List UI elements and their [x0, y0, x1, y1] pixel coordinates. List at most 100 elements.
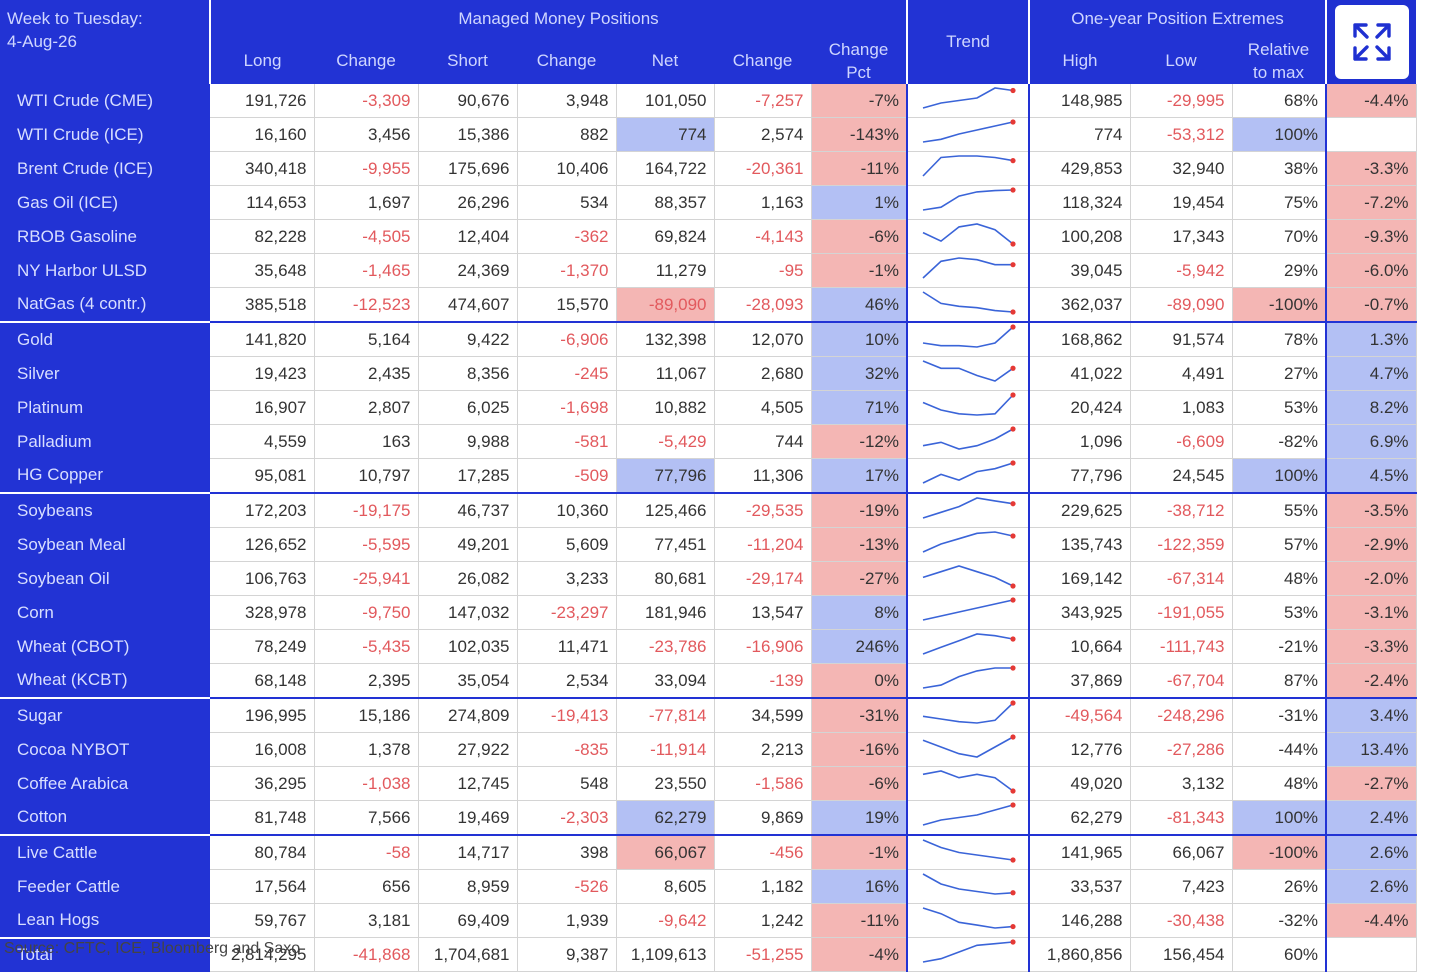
trend-line	[922, 907, 1014, 929]
week-header: Week to Tuesday: 4-Aug-26	[0, 0, 211, 84]
long-cell: 81,748	[210, 800, 315, 836]
change-pct-cell: 19%	[811, 800, 908, 836]
long-cell: 172,203	[210, 492, 315, 528]
trend-cell	[907, 903, 1030, 938]
change-short-cell: -581	[517, 424, 617, 459]
trend-last-point	[1010, 583, 1016, 589]
trend-cell	[907, 937, 1030, 972]
change-short-cell: -1,698	[517, 390, 617, 425]
short-cell: 26,082	[418, 561, 518, 596]
short-cell: 19,469	[418, 800, 518, 836]
trend-cell	[907, 458, 1030, 494]
change-pct-cell: -16%	[811, 732, 908, 767]
trend-cell	[907, 356, 1030, 391]
high-cell: 118,324	[1029, 185, 1131, 220]
relative-cell: 100%	[1232, 117, 1328, 152]
net-cell: 66,067	[616, 834, 715, 870]
high-cell: 100,208	[1029, 219, 1131, 254]
trend-last-point	[1010, 426, 1016, 432]
trend-sparkline	[922, 223, 1016, 247]
row-label: Gold	[0, 321, 210, 357]
short-cell: 175,696	[418, 151, 518, 186]
total-row: Total 2,814,295 -41,868 1,704,681 9,387 1,109…	[0, 936, 1417, 972]
extra-pct-cell: -2.0%	[1326, 561, 1417, 596]
extra-pct-cell: 13.4%	[1326, 732, 1417, 767]
change-net-cell: -20,361	[714, 151, 812, 186]
change-pct-cell: -11%	[811, 903, 908, 938]
trend-sparkline	[922, 426, 1016, 450]
table-row: Soybean Oil 106,763 -25,941 26,082 3,233 80,6…	[0, 561, 1417, 596]
extra-pct-cell: -9.3%	[1326, 219, 1417, 254]
change-long-cell: 7,566	[314, 800, 419, 836]
trend-last-point	[1010, 324, 1016, 330]
high-cell: 148,985	[1029, 84, 1131, 118]
change-net-cell: 1,242	[714, 903, 812, 938]
relative-cell: 48%	[1232, 766, 1328, 801]
trend-line	[922, 633, 1014, 655]
extra-pct-cell: -3.3%	[1326, 151, 1417, 186]
net-cell: 164,722	[616, 151, 715, 186]
net-cell: 33,094	[616, 663, 715, 699]
relative-cell: -44%	[1232, 732, 1328, 767]
change-pct-cell: -7%	[811, 84, 908, 118]
change-short-cell: -245	[517, 356, 617, 391]
extra-pct-cell: -2.9%	[1326, 527, 1417, 562]
trend-sparkline	[922, 907, 1016, 930]
col-change-short: Change	[517, 38, 616, 84]
trend-line	[922, 667, 1013, 689]
relative-cell: -21%	[1232, 629, 1328, 664]
row-label: Wheat (KCBT)	[0, 663, 210, 698]
change-long-cell: 1,697	[314, 185, 419, 220]
row-label: Gas Oil (ICE)	[0, 185, 210, 220]
high-cell: 41,022	[1029, 356, 1131, 391]
table-row: Wheat (CBOT) 78,249 -5,435 102,035 11,471 -23…	[0, 629, 1417, 664]
low-cell: 66,067	[1130, 834, 1233, 870]
change-net-cell: 12,070	[714, 321, 812, 357]
col-high: High	[1029, 38, 1130, 84]
high-cell: 146,288	[1029, 903, 1131, 938]
relative-cell: -100%	[1232, 834, 1328, 870]
source-note: Source: CFTC, ICE, Bloomberg and Saxo	[4, 940, 301, 957]
trend-sparkline	[922, 531, 1016, 553]
trend-cell	[907, 800, 1030, 836]
low-cell: 3,132	[1130, 766, 1233, 801]
extra-pct-cell: -2.4%	[1326, 663, 1417, 699]
long-cell: 82,228	[210, 219, 315, 254]
high-cell: 168,862	[1029, 321, 1131, 357]
trend-cell	[907, 424, 1030, 459]
change-long-cell: -12,523	[314, 287, 419, 323]
net-cell: 10,882	[616, 390, 715, 425]
change-long-cell: 2,807	[314, 390, 419, 425]
high-cell: 37,869	[1029, 663, 1131, 699]
change-pct-cell: -13%	[811, 527, 908, 562]
high-cell: 229,625	[1029, 492, 1131, 528]
expand-button[interactable]	[1334, 5, 1409, 79]
trend-line	[922, 155, 1014, 177]
extra-pct-cell: 4.5%	[1326, 458, 1417, 494]
change-pct-cell: -1%	[811, 253, 908, 288]
short-cell: 274,809	[418, 697, 518, 733]
net-cell: -77,814	[616, 697, 715, 733]
low-cell: -111,743	[1130, 629, 1233, 664]
trend-line	[922, 87, 1014, 109]
trend-last-point	[1010, 857, 1016, 863]
trend-line	[922, 223, 1014, 245]
net-cell: -89,090	[616, 287, 715, 323]
change-short-cell: 10,360	[517, 492, 617, 528]
table-row: Live Cattle 80,784 -58 14,717 398 66,067 -456-…	[0, 834, 1417, 870]
row-label: NY Harbor ULSD	[0, 253, 210, 288]
extra-pct-cell: 2.6%	[1326, 869, 1417, 904]
low-cell: 17,343	[1130, 219, 1233, 254]
table-row: Corn 328,978 -9,750 147,032 -23,297 181,946 13…	[0, 595, 1417, 630]
long-cell: 16,907	[210, 390, 315, 425]
extra-pct-cell	[1326, 937, 1417, 972]
trend-last-point	[1010, 460, 1016, 466]
long-cell: 19,423	[210, 356, 315, 391]
relative-cell: 48%	[1232, 561, 1328, 596]
table-row: Brent Crude (ICE) 340,418 -9,955 175,696 10,…	[0, 151, 1417, 186]
high-cell: -49,564	[1029, 697, 1131, 733]
change-pct-cell: 1%	[811, 185, 908, 220]
trend-line	[922, 360, 1014, 382]
row-label: Corn	[0, 595, 210, 630]
change-net-cell: -4,143	[714, 219, 812, 254]
